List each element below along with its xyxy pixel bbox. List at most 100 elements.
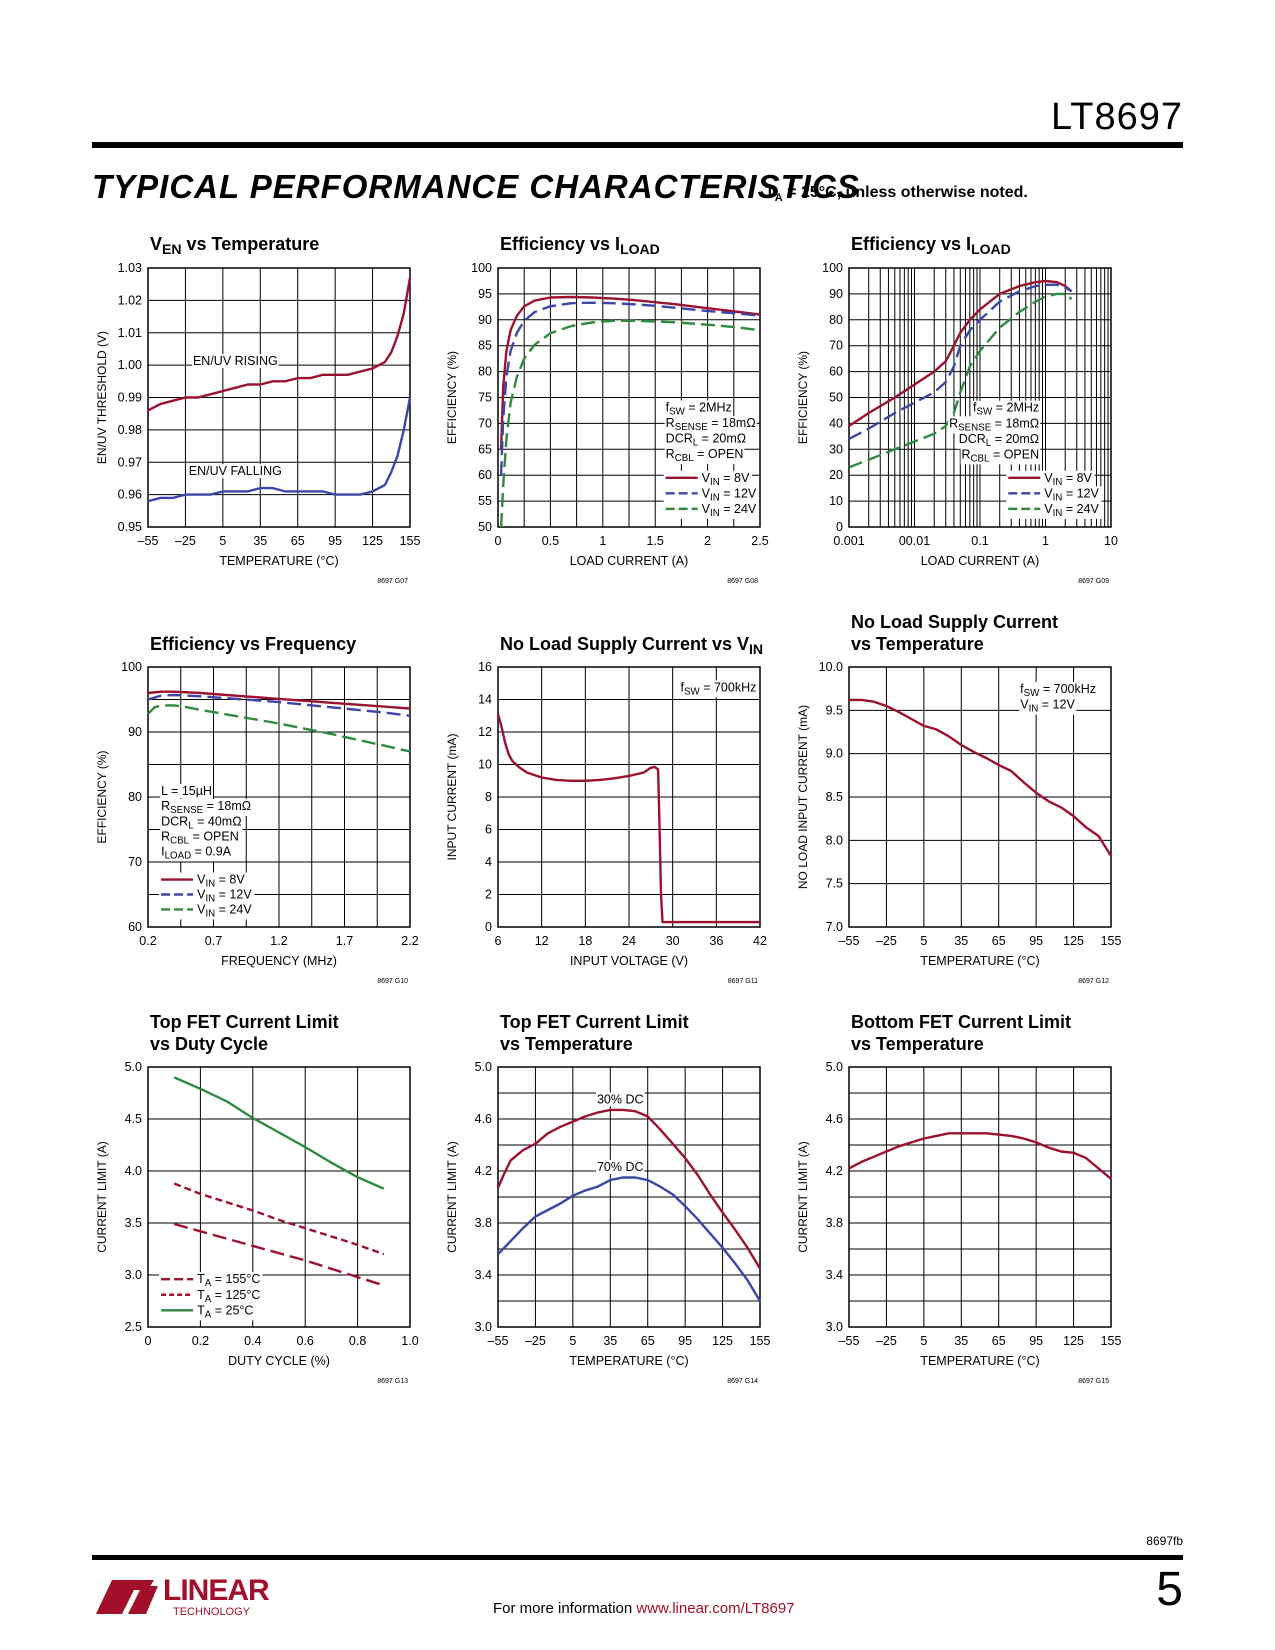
logo-text: LINEAR <box>163 1574 270 1607</box>
legend-label-part: A <box>205 1294 212 1305</box>
legend-label: VIN = 8V <box>1044 471 1092 488</box>
series-line <box>848 283 1073 440</box>
y-tick-label: 0 <box>836 520 843 534</box>
y-tick-label: 16 <box>478 660 492 674</box>
section-conditions: TA = 25°C, unless otherwise noted. <box>765 184 1028 204</box>
legend-label-part: T <box>197 1303 205 1317</box>
footer-info-text: For more information <box>493 1600 637 1617</box>
annotation-part: EN/UV RISING <box>193 354 278 368</box>
annotation-part: IN <box>1029 704 1039 715</box>
y-tick-label: 3.8 <box>475 1216 492 1230</box>
annotation-part: 30% DC <box>597 1092 644 1106</box>
y-tick-label: 100 <box>471 261 492 275</box>
annotation-part: Ω <box>746 416 755 430</box>
y-tick-label: 4.5 <box>125 1112 142 1126</box>
document-revision: 8697fb <box>1146 1534 1183 1548</box>
y-axis-label: CURRENT LIMIT (A) <box>796 1141 810 1253</box>
x-tick-label: 125 <box>362 534 383 548</box>
page-number: 5 <box>1156 1563 1183 1616</box>
legend-label: VIN = 8V <box>197 873 245 890</box>
website-link[interactable]: www.linear.com/LT8697 <box>636 1600 795 1617</box>
series-line <box>147 690 411 710</box>
y-tick-label: 0.97 <box>118 455 142 469</box>
series-line <box>849 698 1113 857</box>
y-tick-label: 80 <box>478 365 492 379</box>
y-axis-label: EN/UV THRESHOLD (V) <box>95 331 109 464</box>
legend-bg <box>663 470 752 488</box>
x-tick-label: 0.2 <box>139 934 156 948</box>
annotation: RCBL = OPEN <box>161 830 239 847</box>
annotation: EN/UV FALLING <box>189 464 282 478</box>
annotation-part: Ω <box>1030 416 1039 430</box>
legend-label-part: = 12V <box>215 888 252 902</box>
series-line <box>848 292 1073 469</box>
annotation-part: Ω <box>1030 432 1039 446</box>
y-tick-label: 80 <box>128 790 142 804</box>
y-tick-label: 95 <box>478 287 492 301</box>
annotation-part: = OPEN <box>694 447 744 461</box>
annotation-part: LOAD <box>165 851 192 862</box>
annotation: fSW = 2MHz <box>666 400 732 417</box>
chart-title-part: EN <box>162 241 182 257</box>
legend-label-part: = 8V <box>720 471 750 485</box>
annotation: DCRL = 40mΩ <box>161 815 241 832</box>
y-tick-label: 2 <box>485 888 492 902</box>
legend-bg <box>1006 486 1102 504</box>
y-tick-label: 55 <box>478 494 492 508</box>
annotation-bg <box>160 844 233 862</box>
x-axis-label: DUTY CYCLE (%) <box>228 1354 330 1368</box>
y-axis-label: CURRENT LIMIT (A) <box>445 1141 459 1253</box>
chart-title-part: vs Temperature <box>500 1034 633 1054</box>
annotation-part: = 18m <box>203 799 242 813</box>
x-axis-label: TEMPERATURE (°C) <box>219 554 338 568</box>
annotation-part: R <box>161 830 170 844</box>
annotation-part: = 18m <box>991 416 1030 430</box>
figure-code: 8697 G10 <box>377 978 408 985</box>
annotation-part: f <box>681 680 685 694</box>
y-tick-label: 0.95 <box>118 520 142 534</box>
y-tick-label: 14 <box>478 693 492 707</box>
chart-title-part: vs Temperature <box>851 1034 984 1054</box>
y-tick-label: 90 <box>128 725 142 739</box>
annotation-bg <box>972 400 1041 418</box>
annotation-part: R <box>949 416 958 430</box>
annotation: RSENSE = 18mΩ <box>666 416 756 433</box>
series-line <box>496 713 760 924</box>
chart-title: vs Temperature <box>851 1034 984 1054</box>
legend-label-part: IN <box>205 879 215 890</box>
annotation: 30% DC <box>597 1092 644 1106</box>
footer-rule <box>92 1555 1183 1560</box>
series-line <box>147 693 411 717</box>
series-line <box>173 1182 385 1256</box>
annotation-part: SW <box>1024 688 1041 699</box>
annotation: RSENSE = 18mΩ <box>949 416 1039 433</box>
x-tick-label: 95 <box>678 1334 692 1348</box>
legend-label-part: V <box>197 902 206 916</box>
legend-label-part: = 24V <box>215 902 252 916</box>
x-tick-label: 5 <box>920 1334 927 1348</box>
y-tick-label: 1.00 <box>118 358 142 372</box>
x-tick-label: 1 <box>1042 534 1049 548</box>
annotation-part: V <box>1020 698 1029 712</box>
y-tick-label: 100 <box>121 660 142 674</box>
series-line <box>147 397 412 503</box>
y-tick-label: 3.4 <box>826 1268 843 1282</box>
chart-title-part: LOAD <box>971 241 1011 257</box>
y-tick-label: 60 <box>829 365 843 379</box>
annotation-bg <box>664 431 748 449</box>
legend-label-part: V <box>197 873 206 887</box>
y-tick-label: 70 <box>128 855 142 869</box>
legend-label: VIN = 8V <box>702 471 750 488</box>
y-axis-label: EFFICIENCY (%) <box>95 750 109 843</box>
x-tick-label: 36 <box>709 934 723 948</box>
annotation-part: f <box>973 401 977 415</box>
series-line <box>499 319 761 528</box>
x-axis-label: LOAD CURRENT (A) <box>570 554 689 568</box>
annotation-bg <box>664 400 733 418</box>
series-line <box>497 1176 762 1302</box>
x-tick-label: 6 <box>495 934 502 948</box>
x-tick-label: 1.2 <box>270 934 287 948</box>
annotation-part: = 2MHz <box>685 400 732 414</box>
y-tick-label: 80 <box>829 313 843 327</box>
